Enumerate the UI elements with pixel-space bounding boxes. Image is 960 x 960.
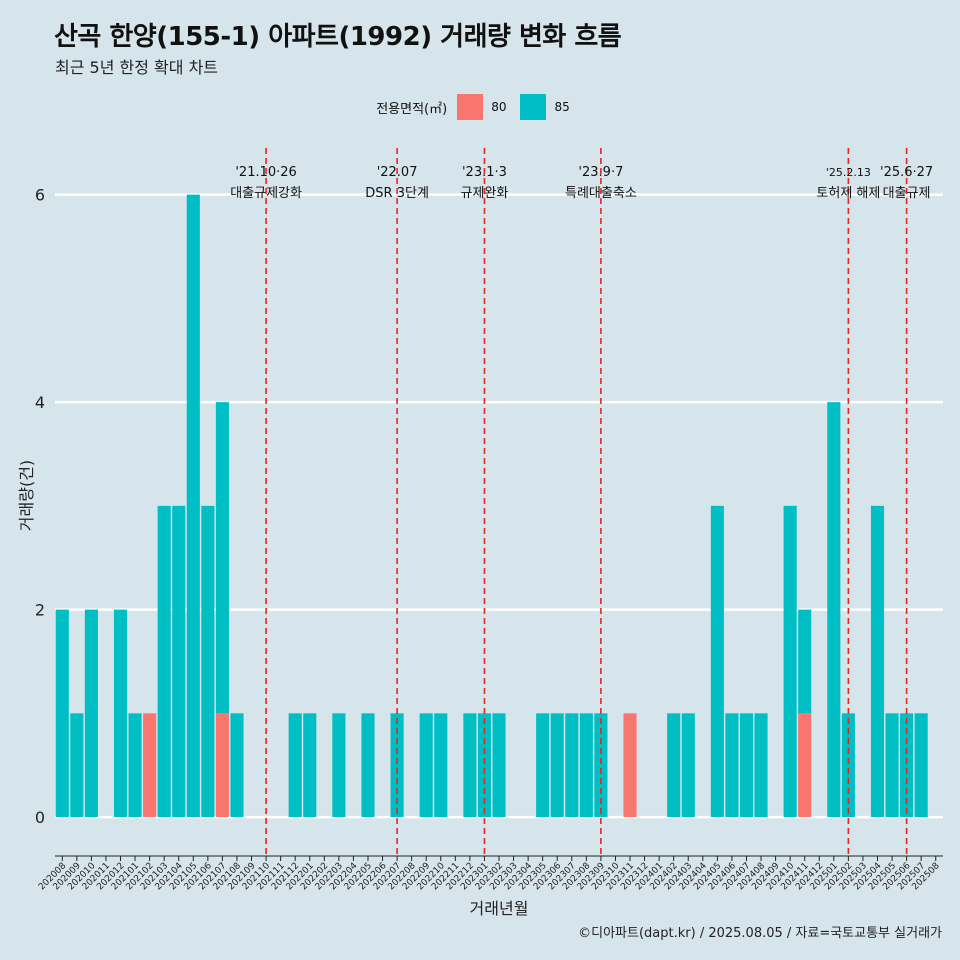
bar-202410-85 — [783, 505, 797, 818]
chart-title: 산곡 한양(155-1) 아파트(1992) 거래량 변화 흐름 — [54, 22, 622, 52]
legend-label-80: 80 — [491, 100, 507, 114]
event-label-4: 토허제 해제 — [816, 186, 880, 201]
y-tick-label-6: 6 — [35, 186, 45, 205]
bar-202102-80 — [143, 713, 157, 818]
annotations: '21.10·26 대출규제강화 '22.07 DSR 3단계 '23.1·3 규제완화 '… — [230, 148, 933, 856]
bar-202203-85 — [332, 713, 346, 818]
bar-202012-85 — [113, 609, 128, 818]
bar-202411-80 — [798, 713, 812, 818]
bar-202207-85 — [390, 713, 404, 818]
bar-202408-85 — [754, 713, 768, 818]
bar-202108-85 — [230, 713, 244, 818]
y-tick-label-0: 0 — [35, 808, 45, 827]
bar-202009-85 — [70, 713, 84, 818]
y-tick-label-2: 2 — [35, 601, 45, 620]
bars — [55, 194, 928, 818]
bar-202209-85 — [419, 713, 433, 818]
bar-202106-85 — [201, 505, 215, 818]
bar-202008-85 — [55, 609, 69, 818]
bar-202403-85 — [681, 713, 695, 818]
bar-202107-80 — [215, 713, 229, 818]
y-axis-title: 거래량(건) — [17, 460, 36, 531]
caption: ©디아파트(dapt.kr) / 2025.08.05 / 자료=국토교통부 실… — [578, 926, 942, 941]
event-label-3: 특례대출축소 — [565, 186, 637, 201]
x-axis-title: 거래년월 — [470, 899, 529, 918]
bar-202406-85 — [725, 713, 739, 818]
event-label-0: 대출규제강화 — [230, 186, 302, 201]
bar-202210-85 — [434, 713, 448, 818]
event-date-0: '21.10·26 — [235, 165, 296, 180]
bar-202302-85 — [492, 713, 506, 818]
bar-202505-85 — [885, 713, 899, 818]
event-date-5: '25.6·27 — [880, 165, 933, 180]
bar-202411-85 — [798, 609, 812, 714]
event-date-3: '23.9·7 — [578, 165, 623, 180]
legend-title: 전용면적(㎡) — [376, 101, 448, 117]
bar-202407-85 — [739, 713, 754, 818]
bar-202307-85 — [565, 713, 579, 818]
bar-202010-85 — [84, 609, 98, 818]
bar-202507-85 — [914, 713, 928, 818]
y-tick-label-4: 4 — [35, 393, 45, 412]
legend-label-85: 85 — [554, 100, 570, 114]
legend: 전용면적(㎡) 80 85 — [0, 93, 960, 121]
bar-202301-85 — [477, 713, 491, 818]
legend-key-85 — [520, 94, 547, 120]
bar-202201-85 — [303, 713, 317, 818]
bar-202212-85 — [463, 713, 477, 818]
event-date-1: '22.07 — [377, 165, 418, 180]
chart-subtitle: 최근 5년 한정 확대 차트 — [55, 58, 219, 77]
bar-202504-85 — [870, 505, 885, 818]
bar-202506-85 — [900, 713, 914, 818]
bar-202103-85 — [157, 505, 171, 818]
bar-202309-85 — [594, 713, 608, 818]
bar-202501-85 — [827, 402, 841, 818]
legend-item-80: 80 — [457, 94, 506, 120]
bar-202105-85 — [186, 194, 200, 818]
bar-202205-85 — [361, 713, 375, 818]
bar-202101-85 — [128, 713, 142, 818]
event-label-2: 규제완화 — [461, 186, 509, 201]
bar-202112-85 — [288, 713, 302, 818]
bar-202405-85 — [710, 505, 724, 818]
legend-key-80 — [457, 94, 484, 120]
bar-202306-85 — [550, 713, 564, 818]
bar-202305-85 — [536, 713, 550, 818]
legend-item-85: 85 — [520, 94, 570, 120]
bar-202402-85 — [667, 713, 681, 818]
bar-202308-85 — [579, 713, 593, 818]
bar-202107-85 — [215, 402, 229, 714]
event-label-1: DSR 3단계 — [365, 186, 429, 201]
event-label-5: 대출규제 — [883, 186, 931, 201]
event-date-2: '23.1·3 — [462, 165, 507, 180]
bar-202104-85 — [172, 505, 186, 818]
event-date-4: '25.2.13 — [826, 166, 871, 179]
bar-202502-85 — [841, 713, 855, 818]
bar-202311-80 — [623, 713, 637, 818]
